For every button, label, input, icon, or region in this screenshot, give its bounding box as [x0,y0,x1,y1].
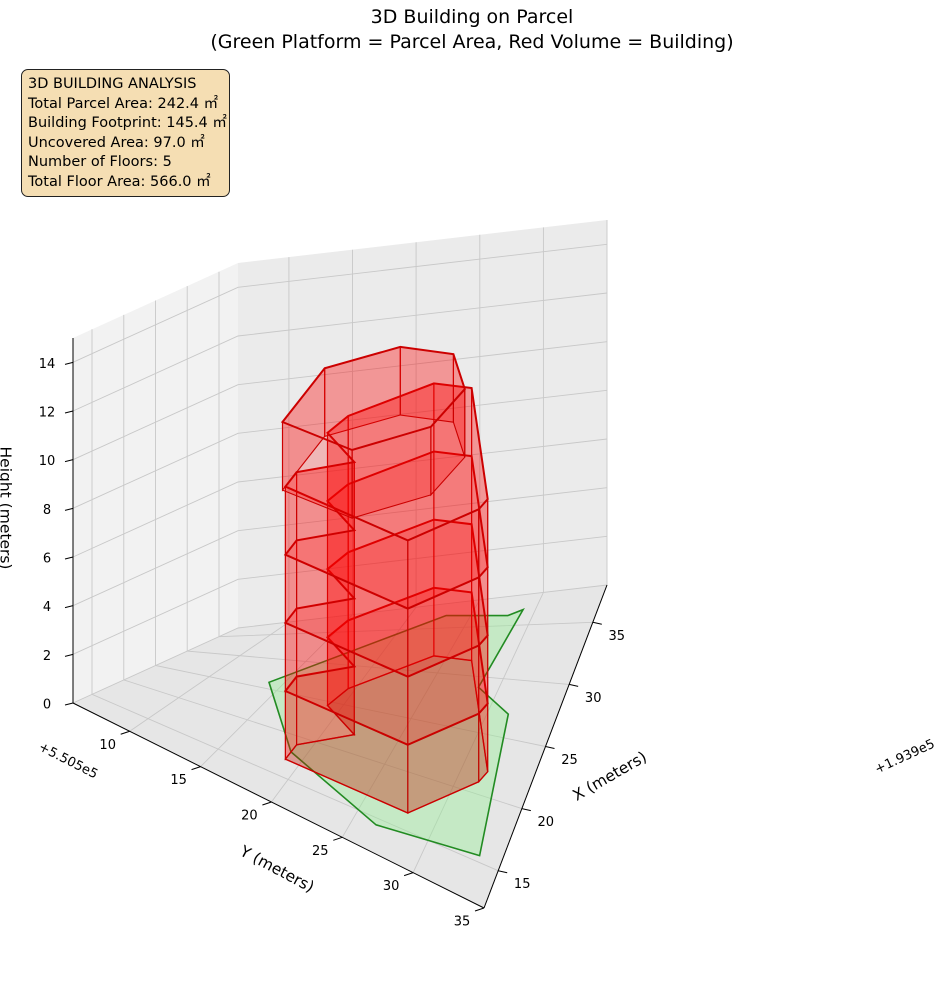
y-tick-label: 15 [170,773,187,788]
x-axis-label: X (meters) [570,748,650,805]
z-tick-mark [64,507,74,511]
y-tick-label: 10 [99,738,116,753]
x-tick-label: 35 [609,629,626,644]
x-tick-mark [521,808,531,812]
x-tick-label: 30 [585,691,602,706]
z-tick-mark [64,556,74,560]
chart-title: 3D Building on Parcel [370,6,574,28]
grid-line-z [72,292,608,412]
y-tick-label: 25 [312,844,329,859]
grid-line-z [72,341,608,461]
axis-panes [73,220,607,908]
z-tick-mark [64,410,74,414]
chart-subtitle: (Green Platform = Parcel Area, Red Volum… [210,31,734,53]
building-slab [283,382,489,542]
analysis-heading: 3D BUILDING ANALYSIS [28,76,197,92]
z-tick-mark [64,702,74,706]
floor-pane [73,585,607,908]
back-pane-yz [238,220,607,628]
grid-line-z [72,438,608,558]
z-tick-label: 6 [43,552,51,567]
data-layer [268,345,525,857]
y-tick-mark [120,730,130,735]
z-tick-mark [64,459,74,463]
x-tick-mark [592,621,602,625]
x-tick-label: 15 [514,877,531,892]
grid-line-z [72,535,608,655]
x-tick-label: 25 [561,753,578,768]
y-offset-label: +5.505e5 [36,740,100,783]
z-tick-label: 10 [39,454,56,469]
z-axis-label: Height (meters) [0,447,15,570]
z-tick-label: 2 [43,649,51,664]
grid-line-z [72,243,608,363]
y-tick-mark [262,801,272,806]
z-tick-mark [64,361,74,365]
building-base [284,655,489,814]
y-tick-mark [333,836,343,841]
building-floor [280,345,466,519]
building-slab [280,345,466,452]
y-tick-mark [474,907,485,912]
y-tick-label: 20 [241,809,258,824]
building-footprint: Building Footprint: 145.4 ㎡ [28,115,227,131]
number-of-floors: Number of Floors: 5 [28,154,172,170]
x-tick-mark [569,683,579,687]
axis-spines [64,338,608,912]
grid-line-z [72,584,608,704]
z-tick-label: 4 [43,600,51,615]
total-floor-area: Total Floor Area: 566.0 ㎡ [28,173,211,190]
building-floor [283,382,489,610]
x-offset-label: +1.939e5 [873,737,938,778]
z-tick-mark [64,605,74,609]
z-tick-label: 12 [39,406,56,421]
total-parcel-area: Total Parcel Area: 242.4 ㎡ [28,95,219,112]
y-tick-label: 35 [454,915,471,930]
y-axis-line [72,702,485,909]
z-tick-mark [64,653,74,657]
building-analysis-box: 3D BUILDING ANALYSIS Total Parcel Area: … [21,69,230,197]
x-tick-mark [545,746,555,749]
grid-line-z [72,389,608,509]
x-tick-mark [498,870,508,874]
y-tick-mark [403,872,414,877]
z-tick-label: 0 [43,698,51,713]
y-tick-mark [191,766,201,771]
uncovered-area: Uncovered Area: 97.0 ㎡ [28,134,205,151]
z-tick-label: 14 [39,357,56,372]
y-axis-label: Y (meters) [236,842,317,896]
y-tick-label: 30 [383,879,400,894]
x-tick-label: 20 [538,815,555,830]
z-tick-label: 8 [43,503,51,518]
